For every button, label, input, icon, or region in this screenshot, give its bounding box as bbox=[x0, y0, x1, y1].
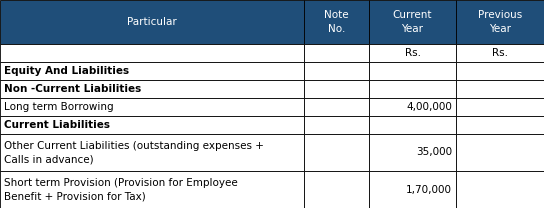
Text: Equity And Liabilities: Equity And Liabilities bbox=[4, 66, 129, 76]
Text: Rs.: Rs. bbox=[492, 48, 508, 58]
Bar bbox=[304, 98, 369, 116]
Bar bbox=[456, 0, 544, 44]
Bar bbox=[369, 62, 456, 80]
Text: Note
No.: Note No. bbox=[324, 10, 349, 34]
Bar bbox=[369, 44, 456, 62]
Bar bbox=[304, 171, 369, 208]
Bar bbox=[0, 80, 304, 98]
Bar bbox=[456, 171, 544, 208]
Bar bbox=[456, 98, 544, 116]
Bar bbox=[369, 171, 456, 208]
Bar bbox=[456, 116, 544, 134]
Bar bbox=[0, 171, 304, 208]
Text: Current
Year: Current Year bbox=[393, 10, 432, 34]
Bar bbox=[0, 116, 304, 134]
Bar bbox=[0, 134, 304, 171]
Text: 1,70,000: 1,70,000 bbox=[406, 184, 452, 194]
Text: Previous
Year: Previous Year bbox=[478, 10, 522, 34]
Text: Short term Provision (Provision for Employee
Benefit + Provision for Tax): Short term Provision (Provision for Empl… bbox=[4, 178, 238, 201]
Bar bbox=[369, 116, 456, 134]
Bar bbox=[304, 116, 369, 134]
Text: Other Current Liabilities (outstanding expenses +
Calls in advance): Other Current Liabilities (outstanding e… bbox=[4, 141, 264, 164]
Bar bbox=[304, 62, 369, 80]
Bar bbox=[369, 98, 456, 116]
Bar bbox=[456, 44, 544, 62]
Text: Non -Current Liabilities: Non -Current Liabilities bbox=[4, 84, 141, 94]
Text: 35,000: 35,000 bbox=[416, 147, 452, 157]
Bar bbox=[456, 62, 544, 80]
Bar bbox=[369, 134, 456, 171]
Bar bbox=[0, 98, 304, 116]
Text: 4,00,000: 4,00,000 bbox=[406, 102, 452, 112]
Bar bbox=[304, 0, 369, 44]
Bar bbox=[369, 0, 456, 44]
Text: Current Liabilities: Current Liabilities bbox=[4, 120, 110, 130]
Text: Rs.: Rs. bbox=[405, 48, 421, 58]
Bar bbox=[456, 80, 544, 98]
Bar bbox=[456, 134, 544, 171]
Bar bbox=[304, 80, 369, 98]
Bar bbox=[0, 0, 304, 44]
Bar bbox=[0, 62, 304, 80]
Text: Particular: Particular bbox=[127, 17, 177, 27]
Bar bbox=[304, 44, 369, 62]
Bar bbox=[0, 44, 304, 62]
Text: Long term Borrowing: Long term Borrowing bbox=[4, 102, 114, 112]
Bar bbox=[369, 80, 456, 98]
Bar bbox=[304, 134, 369, 171]
